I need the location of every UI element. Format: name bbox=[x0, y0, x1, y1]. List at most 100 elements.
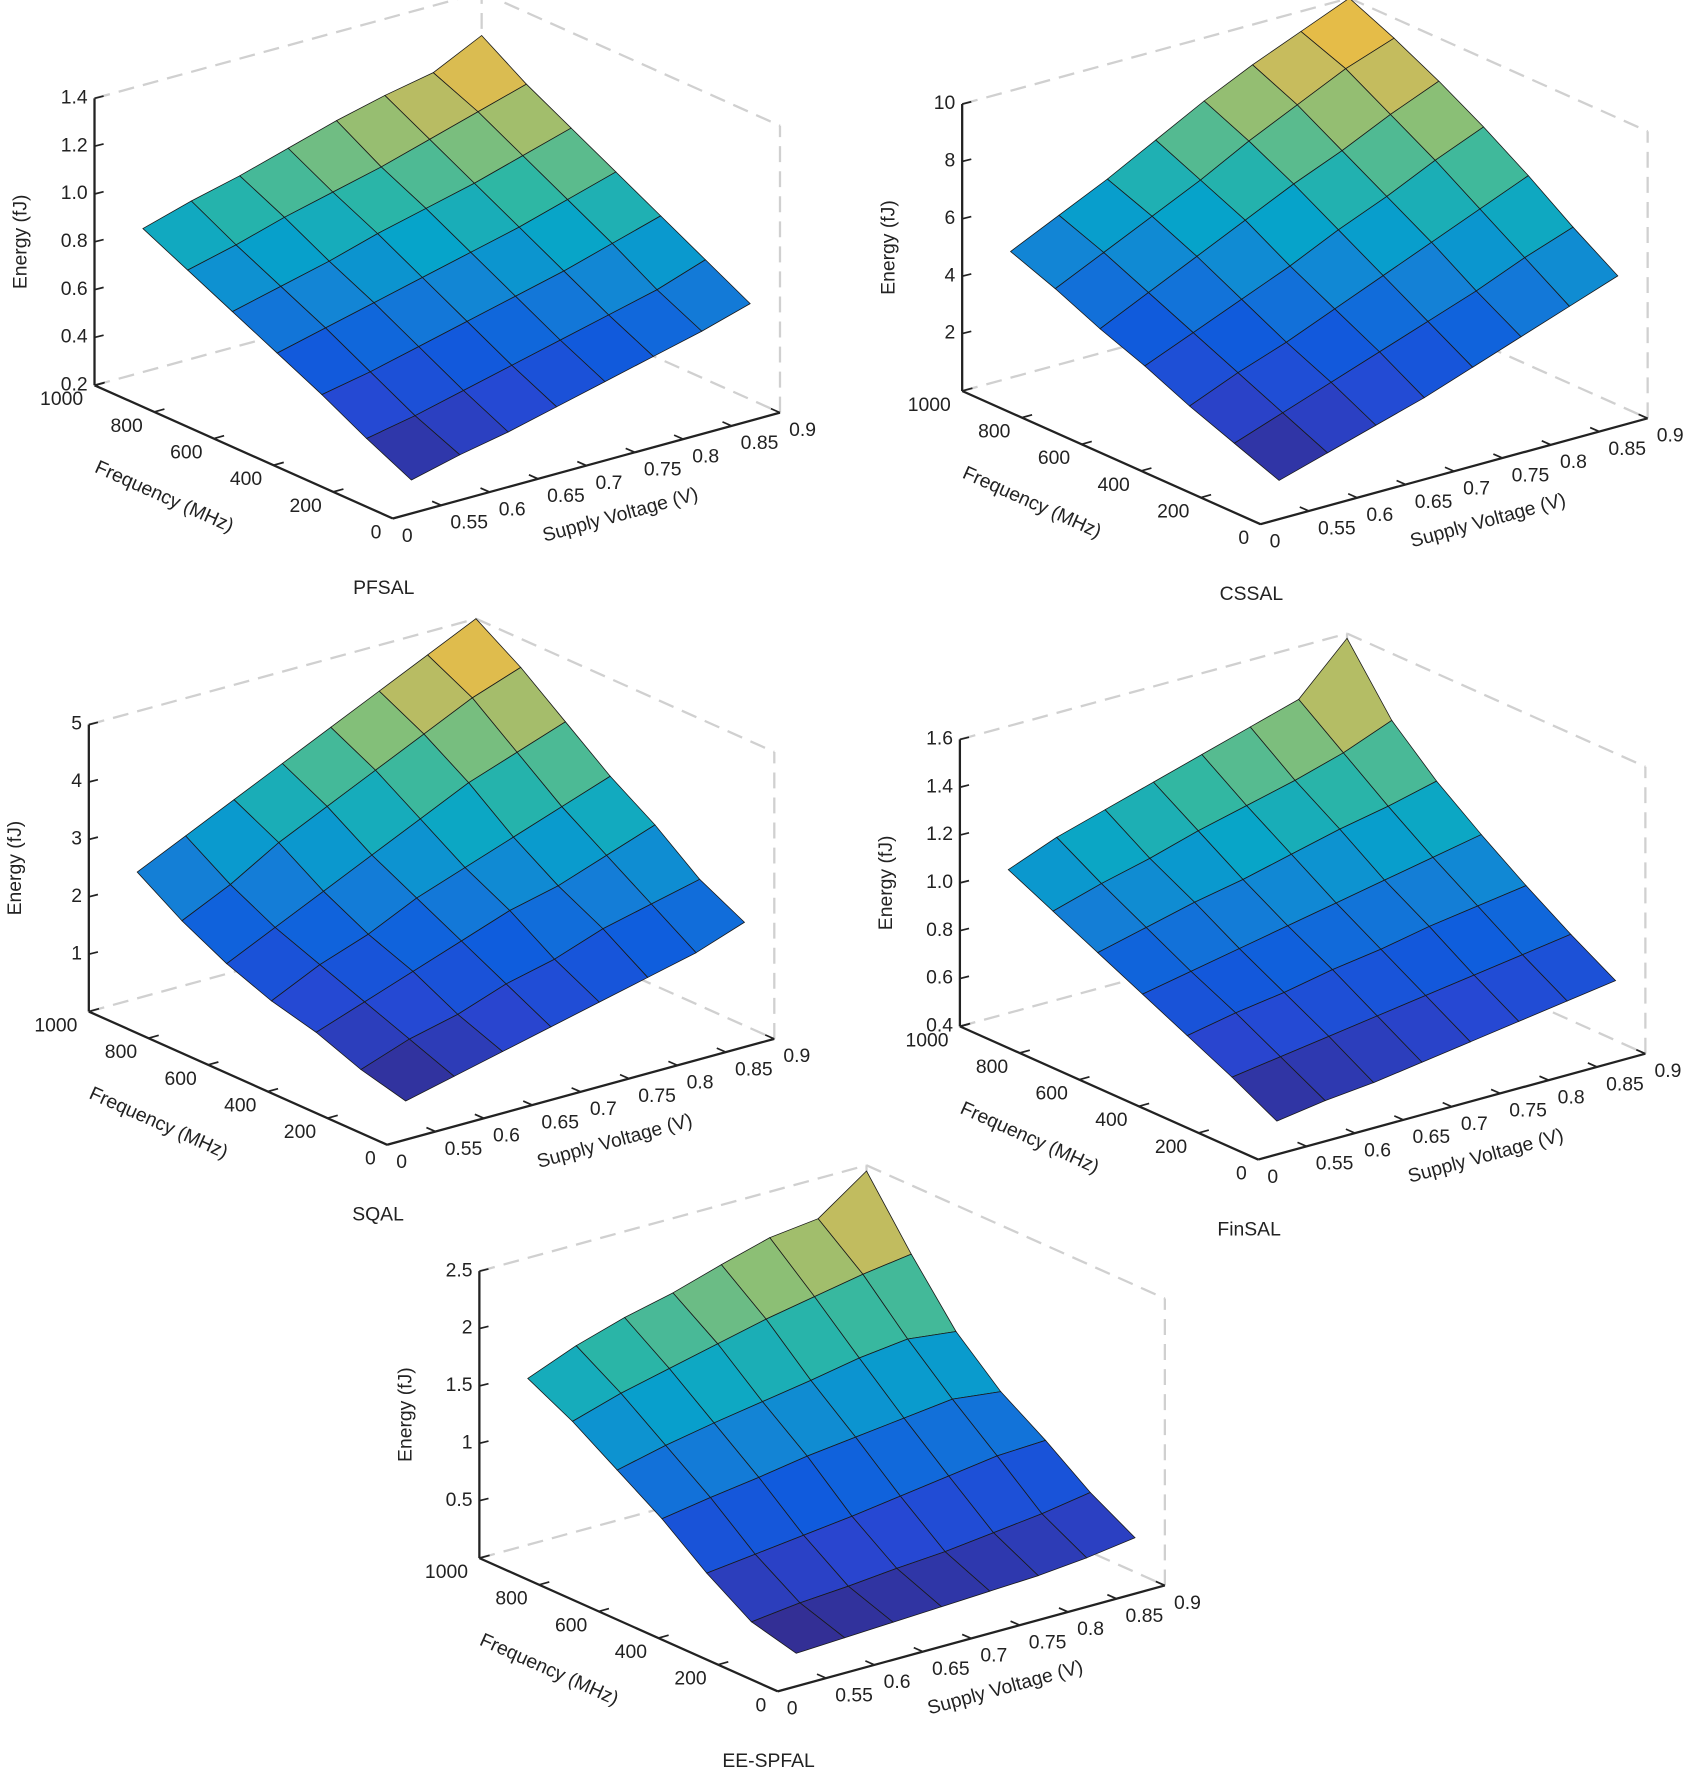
z-tick bbox=[94, 190, 104, 195]
z-tick-label: 1.0 bbox=[61, 182, 88, 204]
z-tick bbox=[961, 158, 972, 163]
y-tick bbox=[213, 434, 225, 440]
z-tick-label: 0.8 bbox=[61, 230, 88, 252]
x-tick bbox=[1107, 1593, 1117, 1600]
y-tick bbox=[777, 1687, 789, 1693]
y-tick-label: 600 bbox=[1036, 1083, 1068, 1105]
z-tick-label: 1 bbox=[462, 1431, 473, 1453]
x-tick bbox=[431, 500, 442, 507]
z-axis-label: Energy (fJ) bbox=[10, 195, 32, 290]
x-tick-label: 0.6 bbox=[1366, 504, 1393, 526]
x-tick-label: 0.7 bbox=[980, 1645, 1007, 1667]
z-tick-label: 3 bbox=[71, 828, 82, 850]
y-tick bbox=[332, 488, 344, 493]
z-tick-label: 4 bbox=[945, 264, 956, 286]
x-tick bbox=[1393, 1115, 1404, 1121]
y-tick bbox=[94, 381, 105, 387]
x-tick-label: 0 bbox=[1267, 1166, 1278, 1188]
y-axis-label: Frequency (MHz) bbox=[477, 1629, 622, 1710]
x-tick bbox=[961, 1633, 972, 1640]
x-tick bbox=[1155, 1580, 1166, 1587]
x-tick bbox=[673, 434, 684, 440]
y-tick-label: 600 bbox=[1038, 447, 1070, 469]
x-tick-label: 0.9 bbox=[1657, 425, 1684, 447]
y-tick bbox=[538, 1581, 550, 1586]
z-tick-label: 2 bbox=[71, 885, 82, 907]
panel-title: EE-SPFAL bbox=[722, 1750, 815, 1772]
z-tick bbox=[961, 100, 972, 105]
x-tick-label: 0.85 bbox=[1126, 1605, 1164, 1627]
x-tick-label: 0.75 bbox=[638, 1085, 676, 1107]
x-tick-label: 0 bbox=[396, 1151, 407, 1173]
y-tick bbox=[392, 514, 404, 520]
y-axis-label: Frequency (MHz) bbox=[957, 1097, 1102, 1178]
y-tick bbox=[1078, 1075, 1090, 1081]
z-tick-label: 5 bbox=[71, 713, 82, 735]
z-tick bbox=[94, 286, 104, 291]
x-tick-label: 0.8 bbox=[1077, 1618, 1104, 1640]
z-tick bbox=[479, 1382, 489, 1387]
x-tick-label: 0.55 bbox=[835, 1684, 873, 1706]
y-tick bbox=[1260, 520, 1271, 526]
x-tick-label: 0.65 bbox=[1413, 1126, 1451, 1148]
x-tick bbox=[1251, 519, 1261, 525]
x-tick bbox=[865, 1660, 875, 1666]
z-tick bbox=[88, 778, 99, 783]
x-tick bbox=[1058, 1607, 1069, 1613]
x-tick-label: 0.6 bbox=[884, 1671, 911, 1693]
x-tick-label: 0.55 bbox=[445, 1138, 483, 1160]
z-tick-label: 2 bbox=[945, 322, 956, 344]
x-tick-label: 0.9 bbox=[1174, 1592, 1201, 1614]
z-axis-label: Energy (fJ) bbox=[4, 821, 26, 916]
x-tick bbox=[1490, 1088, 1501, 1095]
y-tick-label: 400 bbox=[1095, 1109, 1127, 1131]
y-tick-label: 400 bbox=[615, 1641, 647, 1663]
x-tick bbox=[1347, 492, 1358, 499]
x-tick-label: 0.6 bbox=[499, 498, 526, 520]
x-tick bbox=[1638, 413, 1648, 420]
z-tick-label: 1.6 bbox=[926, 728, 953, 750]
y-tick-label: 0 bbox=[756, 1694, 767, 1716]
x-tick bbox=[722, 421, 732, 427]
z-tick bbox=[959, 927, 970, 932]
x-tick-label: 0.75 bbox=[1509, 1100, 1547, 1122]
x-tick bbox=[768, 1686, 779, 1693]
x-tick bbox=[1493, 453, 1503, 459]
y-tick-label: 800 bbox=[978, 421, 1010, 443]
x-tick-label: 0 bbox=[402, 525, 413, 547]
y-tick-label: 400 bbox=[224, 1094, 256, 1116]
z-tick bbox=[88, 836, 99, 841]
y-tick bbox=[207, 1061, 219, 1066]
x-tick-label: 0.9 bbox=[1654, 1060, 1681, 1082]
y-tick-label: 800 bbox=[111, 415, 143, 437]
z-tick-label: 0.5 bbox=[446, 1489, 473, 1511]
x-tick bbox=[1539, 1075, 1549, 1081]
box-edge bbox=[475, 617, 775, 753]
x-tick-label: 0 bbox=[1270, 531, 1281, 553]
x-tick bbox=[816, 1673, 827, 1679]
x-tick bbox=[770, 407, 781, 414]
x-tick bbox=[1248, 1154, 1259, 1161]
y-tick-label: 1000 bbox=[40, 388, 83, 410]
y-tick bbox=[1138, 1102, 1150, 1108]
z-tick bbox=[479, 1268, 489, 1273]
x-tick bbox=[383, 513, 394, 520]
z-tick bbox=[88, 951, 99, 955]
panel-title: FinSAL bbox=[1217, 1218, 1281, 1240]
z-tick bbox=[961, 215, 972, 220]
z-tick bbox=[94, 334, 104, 339]
y-tick bbox=[327, 1114, 338, 1119]
y-tick-label: 200 bbox=[674, 1668, 706, 1690]
x-tick-label: 0.6 bbox=[493, 1125, 520, 1147]
z-tick-label: 2 bbox=[462, 1317, 473, 1339]
x-tick bbox=[1345, 1128, 1356, 1134]
z-tick-label: 1.0 bbox=[926, 871, 953, 893]
x-tick-label: 0.8 bbox=[1558, 1086, 1585, 1108]
y-tick bbox=[959, 1022, 971, 1028]
box-edge bbox=[1350, 0, 1649, 133]
x-tick bbox=[474, 1113, 485, 1120]
z-tick-label: 1.4 bbox=[926, 775, 953, 797]
box-edge bbox=[88, 617, 477, 726]
panel-title: CSSAL bbox=[1220, 583, 1284, 605]
x-tick bbox=[1299, 506, 1310, 512]
